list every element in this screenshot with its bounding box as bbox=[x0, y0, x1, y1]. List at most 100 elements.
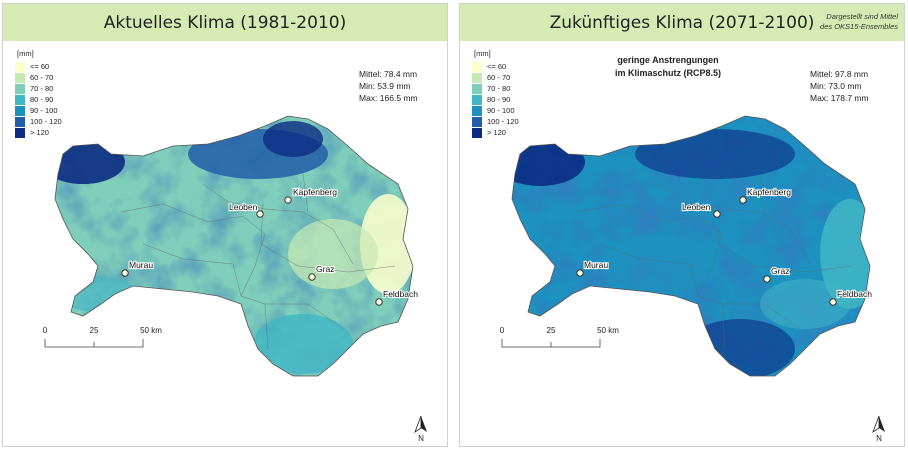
legend-label: 100 - 120 bbox=[30, 117, 62, 126]
source-note: Dargestellt sind Mittel des OKS15-Ensemb… bbox=[788, 12, 898, 32]
legend-item: 80 - 90 bbox=[472, 94, 519, 105]
city-murau: Murau bbox=[576, 259, 609, 277]
stat-mean: Mittel: 97.8 mm bbox=[810, 69, 869, 79]
scenario-line: im Klimaschutz (RCP8.5) bbox=[615, 68, 722, 78]
legend-item: 90 - 100 bbox=[15, 105, 62, 116]
north-arrow-icon: N bbox=[869, 414, 889, 447]
legend-swatch bbox=[15, 105, 25, 116]
map-panel-current: 0 25 50 km Leoben Kapfenberg Murau Graz … bbox=[2, 3, 448, 447]
map-future-climate: 0 25 50 km Leoben Kapfenberg Murau Graz … bbox=[500, 115, 873, 377]
legend-swatch bbox=[472, 127, 482, 138]
north-label: N bbox=[418, 434, 424, 442]
legend-item: <= 60 bbox=[15, 61, 62, 72]
north-arrow-icon: N bbox=[411, 414, 431, 447]
legend-label: 60 - 70 bbox=[487, 73, 511, 82]
district-borders bbox=[577, 173, 853, 350]
legend-item: 100 - 120 bbox=[15, 116, 62, 127]
legend-label: <= 60 bbox=[487, 62, 507, 71]
stat-mean: Mittel: 78.4 mm bbox=[359, 69, 418, 79]
city-label-feldbach: Feldbach bbox=[383, 289, 418, 299]
legend-label: 90 - 100 bbox=[30, 106, 58, 115]
legend-swatch bbox=[472, 116, 482, 127]
legend-swatch bbox=[472, 105, 482, 116]
map-current-climate: 0 25 50 km Leoben Kapfenberg Murau Graz … bbox=[43, 115, 419, 377]
legend-unit: [mm] bbox=[17, 49, 34, 58]
city-leoben: Leoben bbox=[228, 201, 264, 218]
scale-bar: 0 25 50 km bbox=[500, 326, 619, 348]
city-label-leoben: Leoben bbox=[682, 202, 711, 212]
legend-label: 90 - 100 bbox=[487, 106, 515, 115]
legend-swatch bbox=[15, 61, 25, 72]
scenario-line: geringe Anstrengungen bbox=[617, 55, 719, 65]
legend-swatch bbox=[472, 83, 482, 94]
legend-label: 70 - 80 bbox=[487, 84, 511, 93]
north-label: N bbox=[876, 434, 882, 442]
city-graz: Graz bbox=[308, 263, 336, 281]
legend-label: 70 - 80 bbox=[30, 84, 54, 93]
legend-item: 80 - 90 bbox=[15, 94, 62, 105]
scale-tick-0: 0 bbox=[43, 326, 48, 335]
stat-min: Min: 73.0 mm bbox=[810, 81, 862, 91]
legend-swatch bbox=[15, 116, 25, 127]
city-label-feldbach: Feldbach bbox=[837, 289, 872, 299]
scale-tick-50: 50 km bbox=[597, 326, 619, 335]
city-feldbach: Feldbach bbox=[829, 288, 873, 306]
legend-item: 100 - 120 bbox=[472, 116, 519, 127]
legend-label: 100 - 120 bbox=[487, 117, 519, 126]
statistics-box: Mittel: 78.4 mm Min: 53.9 mm Max: 166.5 … bbox=[359, 68, 418, 104]
city-label-kapfenberg: Kapfenberg bbox=[293, 187, 337, 197]
legend-item: 60 - 70 bbox=[472, 72, 519, 83]
panel-title: Aktuelles Klima (1981-2010) bbox=[3, 4, 447, 41]
legend-item: > 120 bbox=[15, 127, 62, 138]
legend: [mm] <= 60 60 - 70 70 - 80 80 - 90 90 - … bbox=[15, 49, 62, 138]
scenario-label: geringe Anstrengungen im Klimaschutz (RC… bbox=[615, 54, 721, 80]
legend-item: <= 60 bbox=[472, 61, 519, 72]
stat-min: Min: 53.9 mm bbox=[359, 81, 411, 91]
legend-swatch bbox=[15, 94, 25, 105]
source-note-line: Dargestellt sind Mittel bbox=[826, 12, 898, 21]
panel-title: Zukünftiges Klima (2071-2100) bbox=[460, 4, 904, 41]
precipitation-raster bbox=[55, 116, 413, 376]
legend-item: > 120 bbox=[472, 127, 519, 138]
city-label-leoben: Leoben bbox=[229, 202, 258, 212]
district-borders bbox=[120, 173, 396, 350]
stat-max: Max: 178.7 mm bbox=[810, 93, 869, 103]
stat-max: Max: 166.5 mm bbox=[359, 93, 418, 103]
city-kapfenberg: Kapfenberg bbox=[284, 186, 338, 204]
city-feldbach: Feldbach bbox=[375, 288, 419, 306]
legend-label: > 120 bbox=[487, 128, 506, 137]
legend-swatch bbox=[472, 61, 482, 72]
legend-label: 60 - 70 bbox=[30, 73, 54, 82]
legend-unit: [mm] bbox=[474, 49, 491, 58]
city-label-graz: Graz bbox=[771, 266, 789, 276]
source-note-line: des OKS15-Ensembles bbox=[820, 22, 898, 31]
map-panel-future: 0 25 50 km Leoben Kapfenberg Murau Graz … bbox=[459, 3, 905, 447]
legend: [mm] <= 60 60 - 70 70 - 80 80 - 90 90 - … bbox=[472, 49, 519, 138]
scale-tick-25: 25 bbox=[90, 326, 99, 335]
legend-label: 80 - 90 bbox=[30, 95, 54, 104]
scale-tick-25: 25 bbox=[547, 326, 556, 335]
city-label-graz: Graz bbox=[316, 264, 334, 274]
scale-tick-0: 0 bbox=[500, 326, 505, 335]
legend-item: 90 - 100 bbox=[472, 105, 519, 116]
city-murau: Murau bbox=[121, 259, 154, 277]
scale-bar: 0 25 50 km bbox=[43, 326, 162, 348]
statistics-box: Mittel: 97.8 mm Min: 73.0 mm Max: 178.7 … bbox=[810, 68, 869, 104]
legend-swatch bbox=[15, 127, 25, 138]
legend-swatch bbox=[15, 72, 25, 83]
legend-item: 70 - 80 bbox=[472, 83, 519, 94]
legend-label: <= 60 bbox=[30, 62, 50, 71]
city-graz: Graz bbox=[763, 265, 791, 283]
legend-label: 80 - 90 bbox=[487, 95, 511, 104]
city-label-kapfenberg: Kapfenberg bbox=[747, 187, 791, 197]
scale-tick-50: 50 km bbox=[140, 326, 162, 335]
city-label-murau: Murau bbox=[584, 260, 608, 270]
legend-label: > 120 bbox=[30, 128, 49, 137]
city-kapfenberg: Kapfenberg bbox=[739, 186, 792, 204]
legend-swatch bbox=[15, 83, 25, 94]
city-label-murau: Murau bbox=[129, 260, 153, 270]
legend-swatch bbox=[472, 72, 482, 83]
legend-swatch bbox=[472, 94, 482, 105]
legend-item: 70 - 80 bbox=[15, 83, 62, 94]
legend-item: 60 - 70 bbox=[15, 72, 62, 83]
